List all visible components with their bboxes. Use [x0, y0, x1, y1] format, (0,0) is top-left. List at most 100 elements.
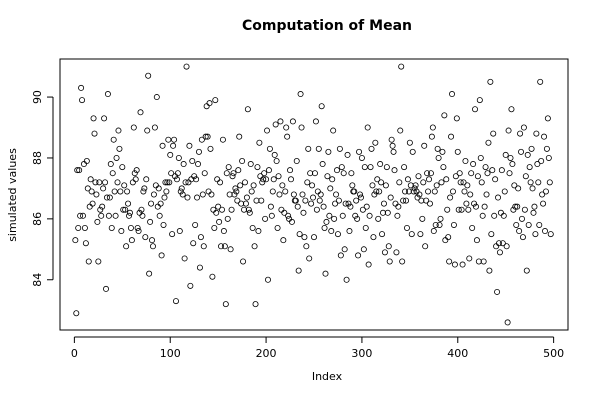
data-point [328, 228, 335, 235]
data-point [74, 167, 81, 174]
data-point [211, 224, 218, 231]
data-point [268, 212, 275, 219]
data-point [512, 203, 519, 210]
data-point [537, 78, 544, 85]
data-point [274, 224, 281, 231]
data-point [72, 237, 79, 244]
data-point [312, 118, 319, 125]
data-point [324, 173, 331, 180]
data-point [216, 218, 223, 225]
data-point [511, 182, 518, 189]
data-point [269, 188, 276, 195]
data-point [507, 154, 514, 161]
data-point [536, 221, 543, 228]
data-point [240, 258, 247, 265]
data-point [474, 173, 481, 180]
data-point [149, 237, 156, 244]
data-point [405, 188, 412, 195]
data-point [112, 212, 119, 219]
data-point [346, 228, 353, 235]
data-point [538, 158, 545, 165]
data-point [471, 200, 478, 207]
data-point [79, 97, 86, 104]
data-point [446, 258, 453, 265]
data-point [336, 145, 343, 152]
data-point [147, 218, 154, 225]
data-point [478, 179, 485, 186]
data-point [401, 164, 408, 171]
data-point [482, 164, 489, 171]
data-point [192, 221, 199, 228]
data-point [96, 179, 103, 186]
data-point [273, 158, 280, 165]
data-point [85, 258, 92, 265]
data-point [227, 246, 234, 253]
data-point [208, 191, 215, 198]
data-point [528, 145, 535, 152]
data-point [203, 103, 210, 110]
data-point [508, 106, 515, 113]
data-point [527, 179, 534, 186]
data-point [125, 200, 132, 207]
data-point [322, 270, 329, 277]
data-point [354, 215, 361, 222]
data-point [77, 212, 84, 219]
data-point [284, 133, 291, 140]
data-point [83, 158, 90, 165]
data-point [279, 182, 286, 189]
data-point [221, 243, 228, 250]
data-point [463, 200, 470, 207]
data-point [547, 231, 554, 238]
data-point [417, 231, 424, 238]
data-point [542, 228, 549, 235]
data-point [340, 170, 347, 177]
data-point [314, 188, 321, 195]
data-point [540, 200, 547, 207]
data-point [358, 154, 365, 161]
data-point [289, 118, 296, 125]
data-point [421, 142, 428, 149]
data-point [225, 164, 232, 171]
data-point [204, 133, 211, 140]
data-point [445, 234, 452, 241]
data-point [276, 191, 283, 198]
data-point [546, 179, 553, 186]
data-point [502, 151, 509, 158]
data-point [173, 176, 180, 183]
data-point [106, 194, 113, 201]
data-point [267, 203, 274, 210]
data-point [544, 115, 551, 122]
data-point [187, 282, 194, 289]
data-point [285, 212, 292, 219]
data-point [310, 194, 317, 201]
data-point [214, 176, 221, 183]
data-point [495, 240, 502, 247]
data-point [120, 206, 127, 213]
data-point [371, 191, 378, 198]
data-point [174, 170, 181, 177]
data-point [91, 130, 98, 137]
data-point [95, 258, 102, 265]
data-point [415, 173, 422, 180]
data-point [396, 179, 403, 186]
data-point [287, 176, 294, 183]
data-point [458, 206, 465, 213]
data-point [425, 188, 432, 195]
data-point [432, 221, 439, 228]
data-point [103, 194, 110, 201]
data-point [151, 124, 158, 131]
data-point [167, 151, 174, 158]
data-point [426, 176, 433, 183]
data-point [438, 179, 445, 186]
data-point [372, 139, 379, 146]
data-point [422, 243, 429, 250]
data-point [135, 228, 142, 235]
data-point [363, 203, 370, 210]
data-point [521, 206, 528, 213]
data-point [380, 209, 387, 216]
data-point [207, 145, 214, 152]
data-point [402, 188, 409, 195]
data-point [150, 191, 157, 198]
data-point [385, 243, 392, 250]
data-point [333, 191, 340, 198]
